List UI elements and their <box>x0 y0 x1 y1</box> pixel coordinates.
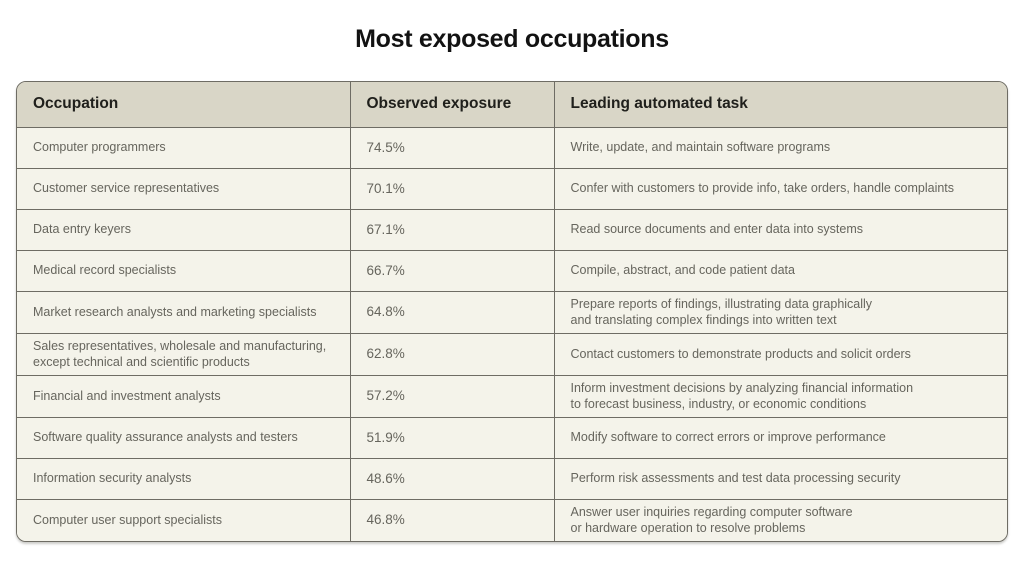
page-title: Most exposed occupations <box>355 25 669 53</box>
table-body: Computer programmers 74.5% Write, update, … <box>17 126 1007 541</box>
col-header-occupation: Occupation <box>17 82 351 128</box>
occupation-cell: Software quality assurance analysts and … <box>17 416 351 459</box>
occupation-cell: Data entry keyers <box>17 208 351 251</box>
col-header-exposure: Observed exposure <box>349 82 555 128</box>
exposure-cell: 62.8% <box>349 332 555 376</box>
table-row: Computer programmers 74.5% Write, update, … <box>17 126 1007 169</box>
table-row: Computer user support specialists 46.8% An… <box>17 498 1007 541</box>
task-cell: Answer user inquiries regarding computer… <box>553 498 1007 541</box>
header-row: Occupation Observed exposure Leading aut… <box>17 82 1007 128</box>
table-row: Information security analysts 48.6% Perfor… <box>17 457 1007 500</box>
exposure-cell: 51.9% <box>349 416 555 459</box>
task-cell: Inform investment decisions by analyzing… <box>553 374 1007 418</box>
exposure-cell: 64.8% <box>349 290 555 334</box>
table-row: Customer service representatives 70.1% Con… <box>17 167 1007 210</box>
occupation-cell: Customer service representatives <box>17 167 351 210</box>
occupation-cell: Computer programmers <box>17 126 351 169</box>
table-row: Sales representatives, wholesale and man… <box>17 332 1007 376</box>
exposure-cell: 74.5% <box>349 126 555 169</box>
task-cell: Read source documents and enter data int… <box>553 208 1007 251</box>
task-cell: Prepare reports of findings, illustratin… <box>553 290 1007 334</box>
task-cell: Modify software to correct errors or imp… <box>553 416 1007 459</box>
exposure-cell: 66.7% <box>349 249 555 292</box>
occupation-cell: Computer user support specialists <box>17 498 351 541</box>
page: Most exposed occupations Occupation Obse… <box>0 25 1024 542</box>
occupations-table: Occupation Observed exposure Leading aut… <box>17 82 1007 541</box>
exposure-table: Occupation Observed exposure Leading aut… <box>16 81 1008 542</box>
col-header-task: Leading automated task <box>553 82 1007 128</box>
task-cell: Confer with customers to provide info, t… <box>553 167 1007 210</box>
task-cell: Compile, abstract, and code patient data <box>553 249 1007 292</box>
table-row: Medical record specialists 66.7% Compile, … <box>17 249 1007 292</box>
task-cell: Write, update, and maintain software pro… <box>553 126 1007 169</box>
occupation-cell: Information security analysts <box>17 457 351 500</box>
table-row: Data entry keyers 67.1% Read source docume… <box>17 208 1007 251</box>
exposure-cell: 57.2% <box>349 374 555 418</box>
occupation-cell: Sales representatives, wholesale and man… <box>17 332 351 376</box>
exposure-cell: 48.6% <box>349 457 555 500</box>
exposure-cell: 70.1% <box>349 167 555 210</box>
exposure-cell: 46.8% <box>349 498 555 541</box>
task-cell: Contact customers to demonstrate product… <box>553 332 1007 376</box>
occupation-cell: Financial and investment analysts <box>17 374 351 418</box>
table-row: Market research analysts and marketing s… <box>17 290 1007 334</box>
task-cell: Perform risk assessments and test data p… <box>553 457 1007 500</box>
occupation-cell: Market research analysts and marketing s… <box>17 290 351 334</box>
exposure-cell: 67.1% <box>349 208 555 251</box>
table-row: Software quality assurance analysts and … <box>17 416 1007 459</box>
occupation-cell: Medical record specialists <box>17 249 351 292</box>
table-row: Financial and investment analysts 57.2% In… <box>17 374 1007 418</box>
